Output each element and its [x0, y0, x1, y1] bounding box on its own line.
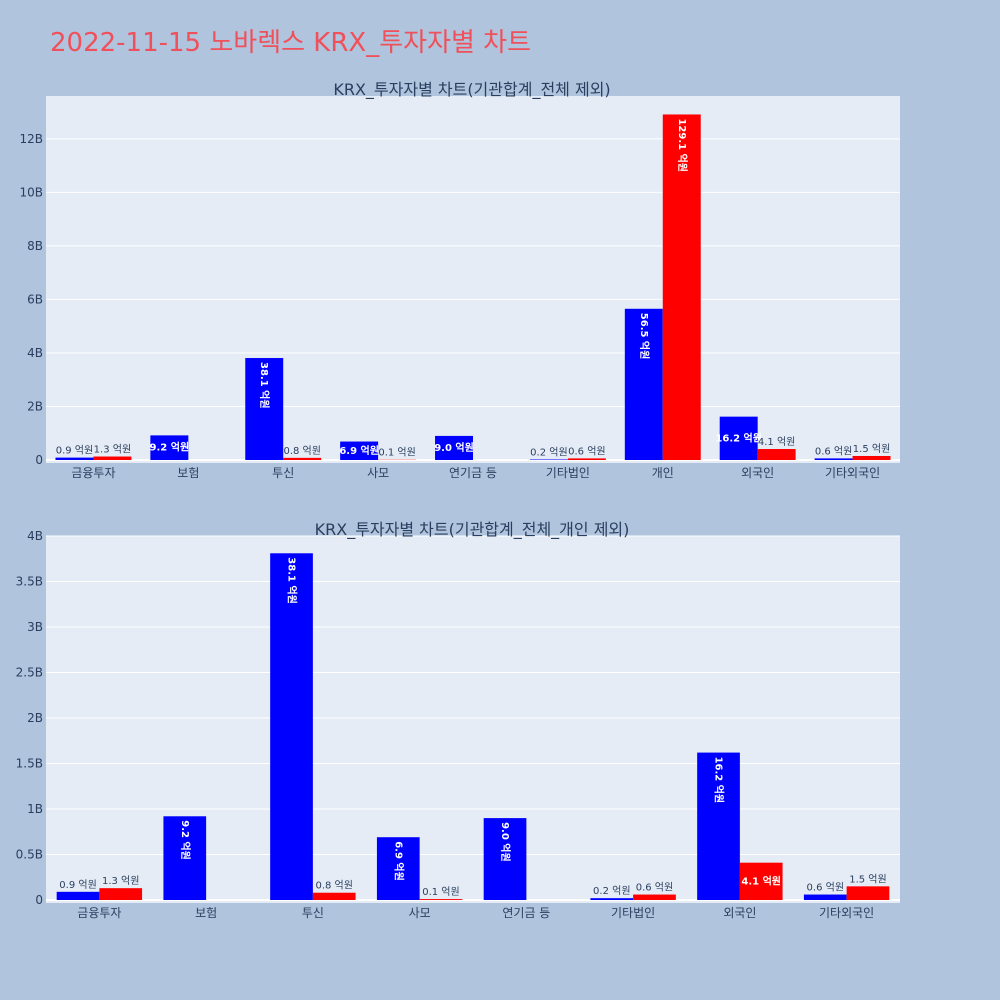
data-label: 129.1 억원 [676, 118, 689, 172]
data-label: 0.6 억원 [815, 445, 852, 457]
data-label: 9.0 억원 [499, 822, 512, 862]
x-tick-label: 외국인 [741, 466, 774, 480]
data-label: 1.3 억원 [94, 444, 131, 456]
y-tick-label: 4B [27, 346, 43, 360]
data-label: 9.2 억원 [179, 820, 192, 860]
data-label: 0.8 억원 [283, 445, 320, 457]
data-label: 1.5 억원 [853, 443, 890, 455]
bar-buy [624, 308, 663, 460]
data-label: 0.9 억원 [59, 879, 96, 891]
x-tick-label: 사모 [409, 906, 431, 920]
bar-buy [719, 416, 758, 460]
x-tick-label: 기타법인 [546, 466, 590, 480]
page-title: 2022-11-15 노바렉스 KRX_투자자별 차트 [50, 28, 532, 58]
y-tick-label: 8B [27, 239, 43, 253]
bar-sell [312, 892, 356, 900]
bar-sell [567, 458, 606, 460]
y-tick-label: 0.5B [16, 848, 43, 862]
bar-buy [590, 898, 634, 900]
x-tick-label: 개인 [652, 466, 674, 480]
bar-buy [270, 553, 313, 900]
y-tick-label: 1B [27, 802, 43, 816]
chart-2: 0 0.5B 1B 1.5B 2B 2.5B 3B 3.5B 4B KRX_투자자별 차트(기관합… [16, 520, 900, 920]
x-tick-label: 금융투자 [71, 466, 115, 480]
x-tick-label: 금융투자 [77, 906, 121, 920]
bar-sell [633, 894, 676, 900]
bar-buy [435, 435, 473, 460]
bar-buy [163, 816, 207, 900]
x-tick-label: 보험 [177, 466, 199, 480]
data-label: 0.6 억원 [807, 882, 844, 894]
bar-buy [483, 818, 527, 900]
bar-sell [757, 449, 796, 460]
bar-sell [99, 888, 143, 900]
bar-buy [245, 358, 284, 460]
data-label: 0.6 억원 [636, 882, 673, 894]
data-label: 9.2 억원 [150, 441, 190, 454]
bar-buy [56, 891, 100, 900]
bar-buy [529, 459, 568, 460]
bar-sell [93, 456, 132, 460]
x-tick-label: 기타외국인 [825, 466, 880, 480]
chart-title: KRX_투자자별 차트(기관합계_전체 제외) [333, 80, 610, 100]
x-tick-label: 연기금 등 [502, 906, 550, 920]
bar-buy [376, 837, 420, 900]
data-label: 9.0 억원 [434, 441, 474, 454]
x-tick-label: 기타법인 [611, 906, 655, 920]
bar-buy [803, 894, 847, 900]
y-tick-label: 12B [19, 132, 43, 146]
y-tick-label: 0 [35, 893, 43, 907]
y-tick-label: 2B [27, 711, 43, 725]
data-label: 4.1 억원 [741, 874, 781, 887]
plot-area [46, 96, 900, 463]
data-label: 16.2 억원 [713, 757, 726, 804]
x-tick-label: 기타외국인 [819, 906, 874, 920]
x-tick-label: 연기금 등 [449, 466, 497, 480]
data-label: 56.5 억원 [638, 313, 651, 360]
y-tick-label: 3B [27, 620, 43, 634]
data-label: 38.1 억원 [258, 362, 271, 409]
data-label: 16.2 억원 [715, 431, 762, 444]
bar-buy [150, 435, 189, 460]
bar-buy [340, 441, 379, 460]
y-tick-label: 3.5B [16, 575, 43, 589]
data-label: 0.2 억원 [593, 885, 630, 897]
x-tick-label: 보험 [195, 906, 217, 920]
data-label: 0.9 억원 [56, 445, 93, 457]
x-tick-label: 투신 [272, 466, 294, 480]
x-tick-label: 투신 [302, 906, 324, 920]
chart-1: 0 2B 4B 6B 8B 10B 12B KRX_투자자별 차트(기관합계_전체 제외) 금융… [19, 80, 900, 480]
y-tick-label: 4B [27, 529, 43, 543]
bar-sell [739, 862, 783, 900]
data-label: 1.3 억원 [102, 875, 139, 887]
data-label: 0.1 억원 [422, 886, 459, 898]
data-label: 38.1 억원 [286, 557, 299, 604]
y-tick-label: 1.5B [16, 757, 43, 771]
bar-sell [852, 455, 891, 460]
bar-sell [662, 114, 701, 460]
x-tick-label: 사모 [367, 466, 389, 480]
data-label: 0.6 억원 [568, 445, 605, 457]
data-label: 6.9 억원 [339, 444, 379, 457]
y-tick-label: 2.5B [16, 666, 43, 680]
data-label: 6.9 억원 [392, 841, 405, 881]
bar-buy [55, 457, 94, 460]
y-tick-label: 10B [19, 185, 43, 199]
y-tick-label: 6B [27, 292, 43, 306]
chart-title: KRX_투자자별 차트(기관합계_전체_개인 제외) [315, 520, 630, 540]
bar-buy [814, 458, 853, 460]
y-tick-label: 0 [35, 453, 43, 467]
data-label: 0.1 억원 [378, 447, 415, 459]
data-label: 0.8 억원 [315, 880, 352, 892]
data-label: 0.2 억원 [530, 446, 567, 458]
bar-sell [419, 899, 463, 900]
data-label: 1.5 억원 [849, 873, 886, 885]
bar-sell [283, 457, 322, 460]
data-label: 4.1 억원 [758, 436, 795, 448]
x-tick-label: 외국인 [723, 906, 756, 920]
bar-buy [697, 752, 740, 900]
bar-sell [846, 886, 890, 900]
y-tick-label: 2B [27, 399, 43, 413]
